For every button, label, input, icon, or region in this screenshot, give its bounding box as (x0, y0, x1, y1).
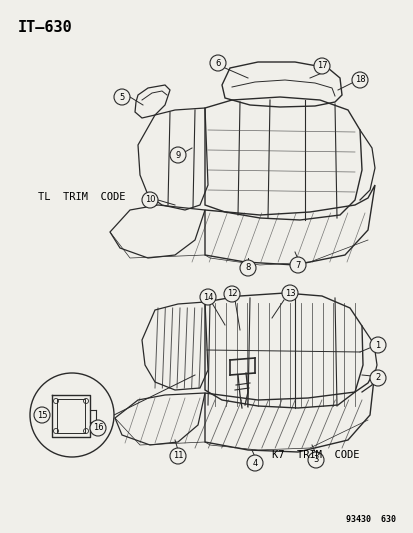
Circle shape (90, 420, 106, 436)
Text: 6: 6 (215, 59, 220, 68)
Text: TL  TRIM  CODE: TL TRIM CODE (38, 192, 125, 202)
Text: 4: 4 (252, 458, 257, 467)
Circle shape (289, 257, 305, 273)
Circle shape (30, 373, 114, 457)
Text: K7  TRIM  CODE: K7 TRIM CODE (271, 450, 358, 460)
Text: 93430  630: 93430 630 (345, 515, 395, 524)
Text: 2: 2 (375, 374, 380, 383)
Text: 5: 5 (119, 93, 124, 101)
Text: 18: 18 (354, 76, 364, 85)
Text: 11: 11 (172, 451, 183, 461)
Circle shape (313, 58, 329, 74)
Circle shape (34, 407, 50, 423)
Text: 1: 1 (375, 341, 380, 350)
Circle shape (351, 72, 367, 88)
Text: 7: 7 (294, 261, 300, 270)
Circle shape (170, 448, 185, 464)
Circle shape (199, 289, 216, 305)
Circle shape (142, 192, 158, 208)
Text: 12: 12 (226, 289, 237, 298)
Text: 8: 8 (245, 263, 250, 272)
Text: IT–630: IT–630 (18, 20, 73, 35)
Circle shape (170, 147, 185, 163)
Circle shape (307, 452, 323, 468)
Text: 15: 15 (37, 410, 47, 419)
Circle shape (240, 260, 255, 276)
Text: 13: 13 (284, 288, 294, 297)
Circle shape (281, 285, 297, 301)
Text: 14: 14 (202, 293, 213, 302)
Circle shape (369, 370, 385, 386)
Text: 3: 3 (313, 456, 318, 464)
Text: 9: 9 (175, 150, 180, 159)
Text: 17: 17 (316, 61, 327, 70)
Circle shape (114, 89, 130, 105)
Circle shape (209, 55, 225, 71)
Circle shape (369, 337, 385, 353)
Circle shape (223, 286, 240, 302)
Circle shape (247, 455, 262, 471)
Text: 10: 10 (145, 196, 155, 205)
Text: 16: 16 (93, 424, 103, 432)
